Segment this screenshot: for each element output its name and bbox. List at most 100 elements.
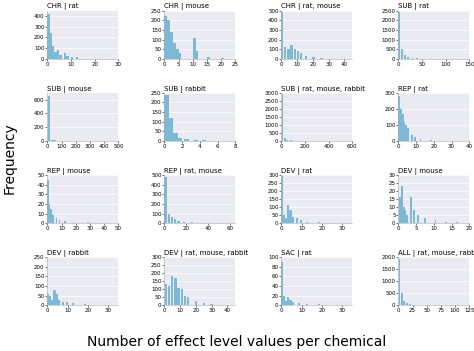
- Bar: [174, 219, 176, 223]
- Bar: [52, 46, 55, 59]
- Text: SUB | mouse: SUB | mouse: [47, 86, 92, 93]
- Bar: [65, 303, 68, 305]
- Bar: [419, 139, 421, 141]
- Bar: [446, 221, 447, 223]
- Bar: [291, 45, 293, 59]
- Bar: [318, 304, 320, 305]
- Text: DEV | rabbit: DEV | rabbit: [47, 250, 89, 257]
- Bar: [282, 94, 283, 141]
- Bar: [169, 118, 173, 141]
- Bar: [177, 288, 180, 305]
- Bar: [293, 49, 296, 59]
- Bar: [287, 205, 290, 223]
- Bar: [62, 302, 64, 305]
- Bar: [290, 140, 292, 141]
- Text: SUB | rat: SUB | rat: [398, 4, 429, 11]
- Bar: [54, 140, 55, 141]
- Bar: [407, 128, 409, 141]
- Bar: [290, 210, 292, 223]
- Bar: [285, 218, 287, 223]
- Bar: [177, 221, 180, 223]
- Text: CHR | rat, mouse: CHR | rat, mouse: [282, 4, 341, 11]
- Bar: [281, 13, 283, 59]
- Bar: [47, 294, 49, 305]
- Bar: [176, 49, 179, 59]
- Bar: [282, 177, 283, 223]
- Bar: [300, 220, 301, 223]
- Text: Number of effect level values per chemical: Number of effect level values per chemic…: [87, 335, 387, 349]
- Bar: [47, 180, 49, 223]
- Bar: [170, 32, 173, 59]
- Text: SAC | rat: SAC | rat: [282, 250, 312, 257]
- Bar: [285, 300, 287, 305]
- Bar: [300, 53, 302, 59]
- Bar: [183, 222, 185, 223]
- Bar: [49, 204, 50, 223]
- Bar: [168, 213, 170, 223]
- Bar: [179, 53, 182, 59]
- Bar: [407, 57, 409, 59]
- Bar: [173, 133, 178, 141]
- Bar: [54, 290, 55, 305]
- Bar: [202, 140, 207, 141]
- Bar: [406, 303, 408, 305]
- Bar: [50, 33, 52, 59]
- Text: Frequency: Frequency: [2, 122, 17, 194]
- Bar: [52, 213, 53, 223]
- Bar: [409, 304, 410, 305]
- Bar: [47, 14, 50, 59]
- Bar: [193, 38, 196, 59]
- Text: SUB | rabbit: SUB | rabbit: [164, 86, 206, 93]
- Bar: [53, 216, 55, 223]
- Text: ALL | rat, mouse, rabbit: ALL | rat, mouse, rabbit: [398, 250, 474, 257]
- Bar: [72, 303, 74, 305]
- Bar: [287, 297, 290, 305]
- Bar: [399, 259, 401, 305]
- Bar: [305, 56, 307, 59]
- Bar: [283, 215, 285, 223]
- Bar: [55, 294, 57, 305]
- Bar: [191, 222, 193, 223]
- Bar: [410, 197, 411, 223]
- Bar: [181, 289, 183, 305]
- Bar: [207, 57, 210, 59]
- Bar: [173, 44, 176, 59]
- Text: REP | rat, mouse: REP | rat, mouse: [164, 168, 222, 175]
- Bar: [402, 114, 404, 141]
- Bar: [403, 207, 405, 223]
- Bar: [416, 58, 418, 59]
- Bar: [292, 302, 293, 305]
- Bar: [59, 54, 62, 59]
- Text: REP | mouse: REP | mouse: [47, 168, 91, 175]
- Bar: [399, 197, 401, 223]
- Bar: [64, 221, 66, 223]
- Bar: [398, 96, 400, 141]
- Text: DEV | rat: DEV | rat: [282, 168, 312, 175]
- Bar: [55, 52, 57, 59]
- Bar: [287, 49, 290, 59]
- Text: DEV | mouse: DEV | mouse: [398, 168, 443, 175]
- Bar: [430, 140, 432, 141]
- Bar: [210, 304, 213, 305]
- Bar: [195, 300, 197, 305]
- Bar: [320, 58, 323, 59]
- Bar: [87, 222, 89, 223]
- Bar: [71, 57, 73, 59]
- Bar: [171, 217, 173, 223]
- Bar: [164, 16, 167, 59]
- Bar: [57, 50, 59, 59]
- Bar: [284, 47, 286, 59]
- Bar: [168, 286, 170, 305]
- Bar: [73, 222, 74, 223]
- Bar: [405, 210, 406, 223]
- Bar: [57, 299, 60, 305]
- Text: DEV | rat, mouse, rabbit: DEV | rat, mouse, rabbit: [164, 250, 248, 257]
- Bar: [306, 304, 308, 305]
- Bar: [66, 56, 69, 59]
- Bar: [283, 296, 285, 305]
- Bar: [435, 220, 437, 223]
- Bar: [398, 13, 400, 59]
- Bar: [52, 299, 54, 305]
- Bar: [400, 109, 402, 141]
- Text: CHR | mouse: CHR | mouse: [164, 4, 210, 11]
